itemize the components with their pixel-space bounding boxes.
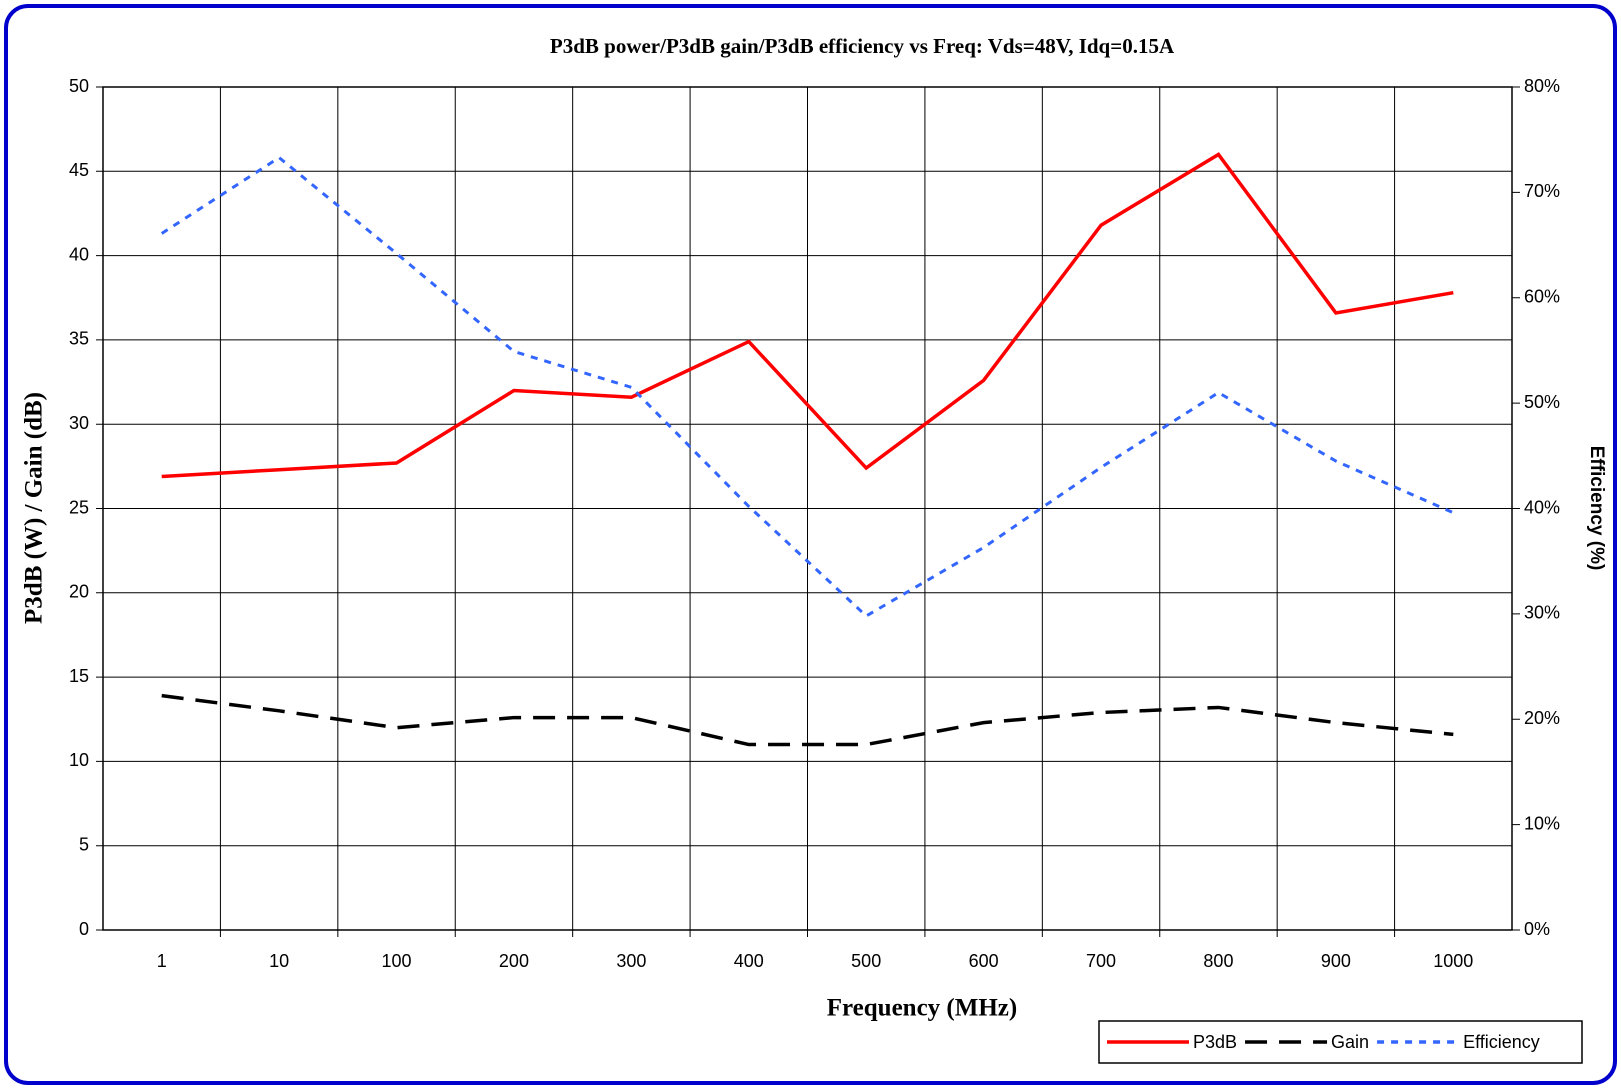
y-tick-label: 30 (69, 413, 89, 433)
x-axis-label: Frequency (MHz) (827, 995, 1017, 1022)
series-line (160, 155, 1454, 618)
y-tick-label: 35 (69, 329, 89, 349)
x-tick-label: 400 (734, 951, 764, 971)
y2-tick-label: 70% (1524, 181, 1560, 201)
y-tick-label: 25 (69, 497, 89, 517)
chart-title: P3dB power/P3dB gain/P3dB efficiency vs … (550, 34, 1175, 58)
x-tick-label: 10 (269, 951, 289, 971)
x-tick-label: 900 (1321, 951, 1351, 971)
y-axis-label: P3dB (W) / Gain (dB) (21, 392, 48, 624)
x-tick-label: 600 (969, 951, 999, 971)
legend-label: P3dB (1193, 1032, 1237, 1052)
y2-tick-label: 40% (1524, 497, 1560, 517)
y2-tick-label: 60% (1524, 287, 1560, 307)
y2-tick-label: 10% (1524, 813, 1560, 833)
legend-label: Gain (1331, 1032, 1369, 1052)
x-tick-label: 300 (616, 951, 646, 971)
y-tick-label: 40 (69, 244, 89, 264)
y2-tick-label: 30% (1524, 603, 1560, 623)
legend-box (1098, 1020, 1583, 1064)
y-tick-label: 15 (69, 666, 89, 686)
y-tick-label: 50 (69, 76, 89, 96)
x-tick-label: 500 (851, 951, 881, 971)
legend-label: Efficiency (1463, 1032, 1540, 1052)
y-tick-label: 10 (69, 750, 89, 770)
y2-tick-label: 20% (1524, 708, 1560, 728)
x-tick-label: 100 (382, 951, 412, 971)
y-tick-label: 45 (69, 160, 89, 180)
series-line (161, 152, 1454, 479)
x-tick-label: 200 (499, 951, 529, 971)
y-tick-label: 20 (69, 582, 89, 602)
series-line (161, 693, 1454, 747)
y-tick-label: 0 (79, 919, 89, 939)
y2-tick-label: 0% (1524, 919, 1550, 939)
y-tick-label: 5 (79, 834, 89, 854)
x-tick-label: 1 (157, 951, 167, 971)
x-tick-label: 1000 (1433, 951, 1473, 971)
x-tick-label: 800 (1203, 951, 1233, 971)
y2-axis-label: Efficiency (%) (1586, 446, 1607, 571)
y2-tick-label: 50% (1524, 392, 1560, 412)
y2-tick-label: 80% (1524, 76, 1560, 96)
x-tick-label: 700 (1086, 951, 1116, 971)
